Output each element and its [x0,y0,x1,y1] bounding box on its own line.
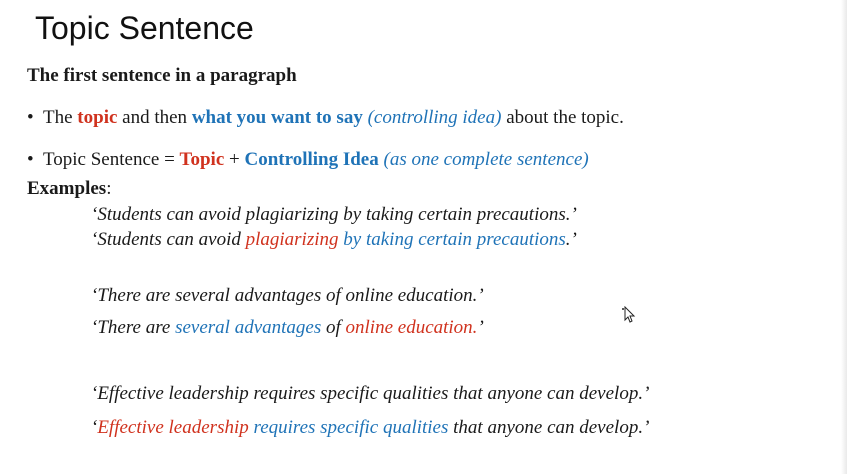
ex1-controlling: by taking certain precautions [343,229,566,250]
ex1-close: .’ [565,229,577,250]
example-2-colored: ‘There are several advantages of online … [91,317,484,339]
slide-subtitle: The first sentence in a paragraph [27,65,297,86]
slide-title: Topic Sentence [35,10,254,46]
example-3-colored: ‘Effective leadership requires specific … [91,417,649,439]
ex2-controlling: several advantages [175,317,322,338]
examples-label-colon: : [106,178,112,199]
example-2-plain: ‘There are several advantages of online … [91,285,484,306]
bullet1-what: what you want to say [191,107,363,128]
examples-label: Examples: [27,178,111,200]
example-1-plain: ‘Students can avoid plagiarizing by taki… [91,204,577,225]
bullet2-topic: Topic [179,149,225,170]
ex3-topic: Effective leadership [97,417,249,438]
ex1-open: ‘Students can avoid [91,229,246,250]
bullet1-topic: topic [77,107,118,128]
slide-edge-shadow [841,0,847,474]
ex2-open: ‘There are [91,317,176,338]
ex3-close: that anyone can develop.’ [448,417,650,438]
example-1-colored: ‘Students can avoid plagiarizing by taki… [91,229,577,251]
ex3-open: ‘ [91,417,98,438]
ex2-mid: of [321,317,346,338]
bullet1-text-4: about the topic. [501,107,624,128]
bullet1-text-1: The [43,107,78,128]
bullet-topic-definition: • The topic and then what you want to say… [27,107,624,129]
ex1-topic: plagiarizing [245,229,339,250]
bullet-formula: • Topic Sentence = Topic + Controlling Id… [27,149,589,171]
bullet2-plus: + [224,149,245,170]
bullet1-text-2: and then [117,107,192,128]
bullet2-text-1: Topic Sentence = [43,149,180,170]
bullet1-controlling: (controlling idea) [367,107,502,128]
move-cursor-icon [622,305,636,324]
ex3-controlling: requires specific qualities [253,417,449,438]
bullet-dot: • [27,149,34,170]
bullet2-controlling: Controlling Idea [244,149,379,170]
ex2-close: ’ [477,317,484,338]
bullet2-note: (as one complete sentence) [383,149,589,170]
ex2-topic: online education. [345,317,478,338]
examples-label-text: Examples [27,178,107,199]
bullet-dot: • [27,107,34,128]
example-3-plain: ‘Effective leadership requires specific … [91,383,650,404]
